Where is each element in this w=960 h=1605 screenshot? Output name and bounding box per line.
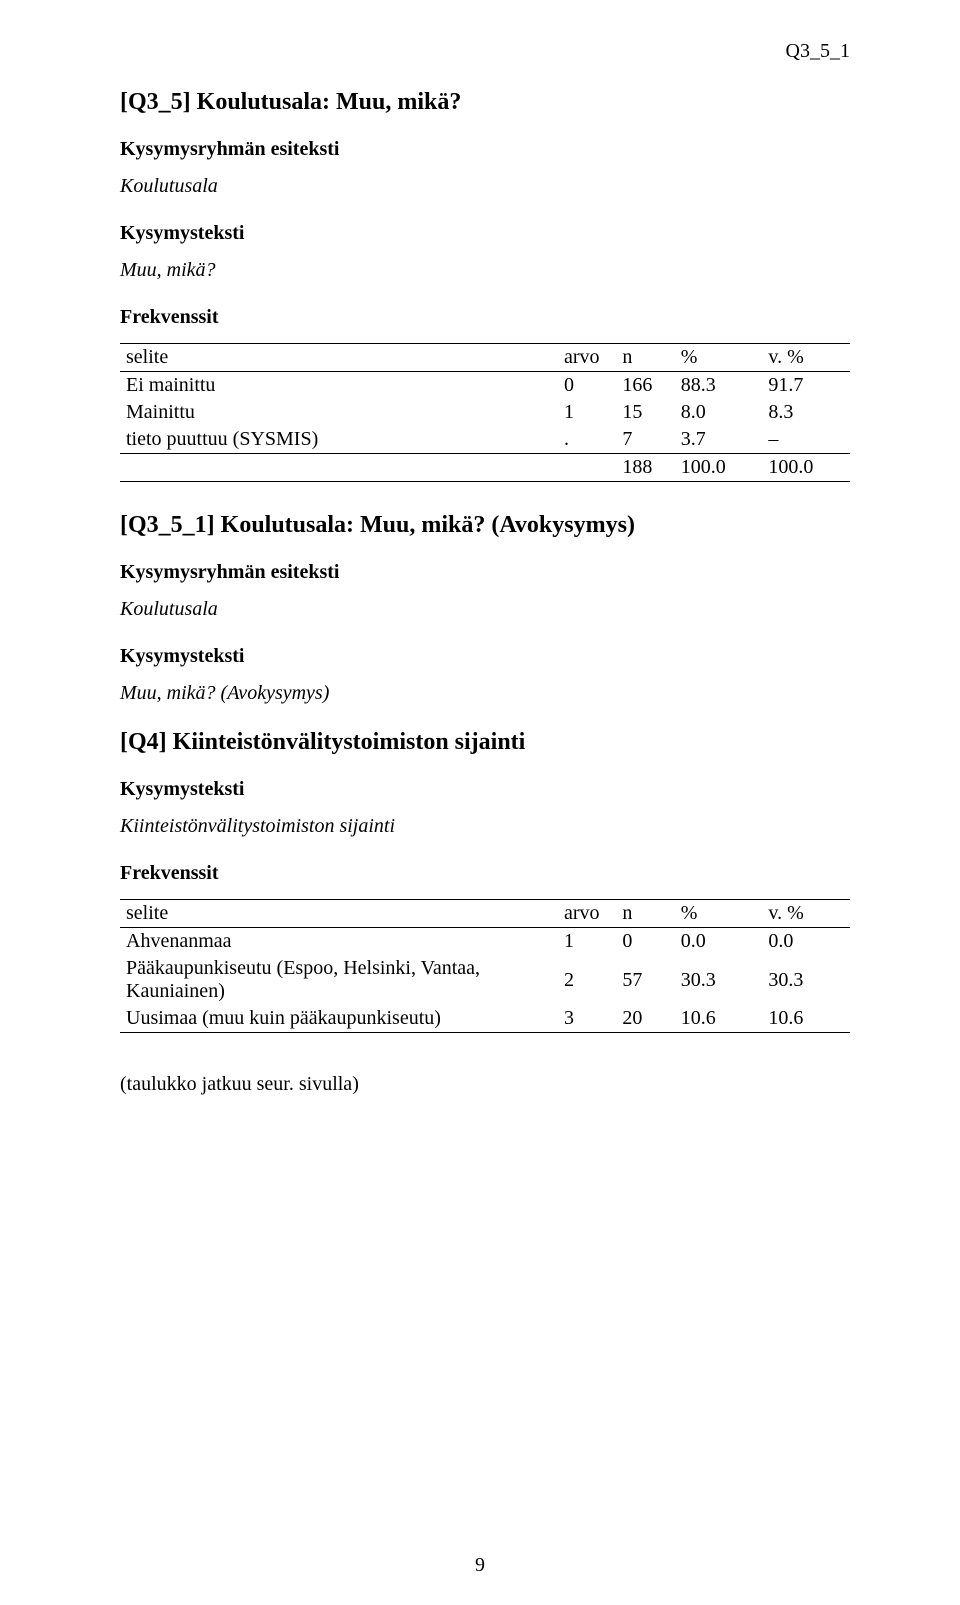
cell-selite: Ahvenanmaa [120,928,558,956]
table-row: Pääkaupunkiseutu (Espoo, Helsinki, Vanta… [120,955,850,1005]
th-n: n [616,344,674,372]
section1-question-text: Muu, mikä? [120,259,850,282]
cell-n: 7 [616,426,674,454]
cell-selite: Ei mainittu [120,372,558,400]
table-total-row: 188 100.0 100.0 [120,454,850,482]
th-vpct: v. % [762,344,850,372]
document-page: Q3_5_1 [Q3_5] Koulutusala: Muu, mikä? Ky… [0,0,960,1605]
section3-question-label: Kysymysteksti [120,778,850,801]
th-arvo: arvo [558,344,616,372]
section2-question-label: Kysymysteksti [120,645,850,668]
cell-vpct: 100.0 [762,454,850,482]
cell-n: 15 [616,399,674,426]
section2-group-text: Koulutusala [120,598,850,621]
table-row: Ei mainittu 0 166 88.3 91.7 [120,372,850,400]
section1-question-label: Kysymysteksti [120,222,850,245]
cell-pct: 100.0 [675,454,763,482]
cell-vpct: 0.0 [762,928,850,956]
cell-pct: 30.3 [675,955,763,1005]
cell-arvo: 1 [558,928,616,956]
section3-freq-table: selite arvo n % v. % Ahvenanmaa 1 0 0.0 … [120,899,850,1033]
cell-n: 166 [616,372,674,400]
th-pct: % [675,900,763,928]
section2-group-label: Kysymysryhmän esiteksti [120,561,850,584]
th-vpct: v. % [762,900,850,928]
cell-n: 20 [616,1005,674,1033]
cell-arvo: 3 [558,1005,616,1033]
cell-arvo [558,454,616,482]
table-row: Uusimaa (muu kuin pääkaupunkiseutu) 3 20… [120,1005,850,1033]
section1-group-text: Koulutusala [120,175,850,198]
cell-selite [120,454,558,482]
th-n: n [616,900,674,928]
section1-freq-table: selite arvo n % v. % Ei mainittu 0 166 8… [120,343,850,482]
section1-freq-label: Frekvenssit [120,306,850,329]
cell-selite: Pääkaupunkiseutu (Espoo, Helsinki, Vanta… [120,955,558,1005]
cell-arvo: 1 [558,399,616,426]
cell-arvo: . [558,426,616,454]
cell-n: 57 [616,955,674,1005]
cell-n: 188 [616,454,674,482]
cell-pct: 88.3 [675,372,763,400]
cell-n: 0 [616,928,674,956]
th-selite: selite [120,900,558,928]
table-row: Ahvenanmaa 1 0 0.0 0.0 [120,928,850,956]
cell-vpct: 10.6 [762,1005,850,1033]
th-selite: selite [120,344,558,372]
cell-selite: Mainittu [120,399,558,426]
cell-vpct: 91.7 [762,372,850,400]
section2-title: [Q3_5_1] Koulutusala: Muu, mikä? (Avokys… [120,512,850,539]
th-arvo: arvo [558,900,616,928]
section3-question-text: Kiinteistönvälitystoimiston sijainti [120,815,850,838]
cell-pct: 8.0 [675,399,763,426]
cell-pct: 10.6 [675,1005,763,1033]
section1-title: [Q3_5] Koulutusala: Muu, mikä? [120,89,850,116]
cell-arvo: 0 [558,372,616,400]
cell-selite: tieto puuttuu (SYSMIS) [120,426,558,454]
header-code: Q3_5_1 [120,40,850,63]
table-row: Mainittu 1 15 8.0 8.3 [120,399,850,426]
table-header-row: selite arvo n % v. % [120,344,850,372]
cell-selite: Uusimaa (muu kuin pääkaupunkiseutu) [120,1005,558,1033]
page-number: 9 [0,1554,960,1577]
table-row: tieto puuttuu (SYSMIS) . 7 3.7 – [120,426,850,454]
th-pct: % [675,344,763,372]
table-header-row: selite arvo n % v. % [120,900,850,928]
cell-pct: 0.0 [675,928,763,956]
cell-arvo: 2 [558,955,616,1005]
section3-title: [Q4] Kiinteistönvälitystoimiston sijaint… [120,729,850,756]
section1-group-label: Kysymysryhmän esiteksti [120,138,850,161]
section3-freq-label: Frekvenssit [120,862,850,885]
cell-vpct: 8.3 [762,399,850,426]
cell-vpct: 30.3 [762,955,850,1005]
cell-pct: 3.7 [675,426,763,454]
cell-vpct: – [762,426,850,454]
continuation-note: (taulukko jatkuu seur. sivulla) [120,1073,850,1096]
section2-question-text: Muu, mikä? (Avokysymys) [120,682,850,705]
